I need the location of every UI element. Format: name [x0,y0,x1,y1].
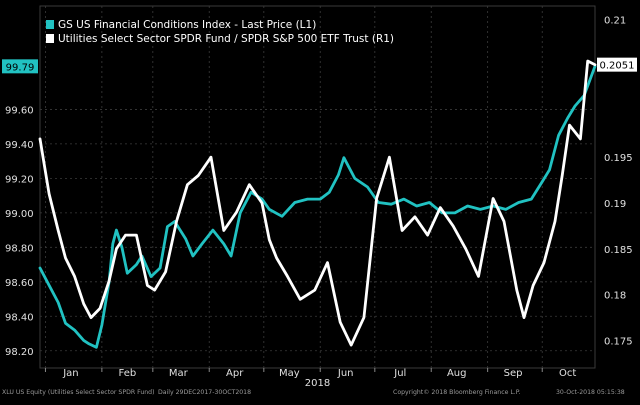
legend-label-r1: Utilities Select Sector SPDR Fund / SPDR… [58,33,395,45]
x-month-label: Aug [447,368,467,379]
y-right-tick-label: 0.175 [604,337,633,348]
legend-swatch-l1 [46,20,54,29]
y-left-tick-label: 98.40 [5,312,34,323]
x-month-label: Apr [226,368,244,379]
x-month-label: Feb [118,368,136,379]
footer-date-range: Daily 29DEC2017-30OCT2018 [158,389,252,396]
last-value-box-l1 [2,59,38,74]
footer-timestamp: 30-Oct-2018 05:15:38 [556,389,625,396]
plot-frame [39,5,596,369]
x-month-label: Sep [504,368,523,379]
y-right-tick-label: 0.195 [604,153,633,164]
legend-label-l1: GS US Financial Conditions Index - Last … [58,19,317,31]
last-value-box-r1 [597,57,637,72]
y-left-tick-label: 99.00 [5,209,34,220]
last-value-label-l1: 99.79 [6,62,35,73]
y-right-tick-label: 0.21 [604,16,626,27]
x-year-label: 2018 [305,378,330,389]
last-value-label-r1: 0.2051 [600,61,635,72]
x-month-label: Jan [62,368,78,379]
y-left-tick-label: 99.20 [5,174,34,185]
footer-security: XLU US Equity (Utilities Select Sector S… [2,389,155,396]
y-right-tick-label: 0.18 [604,291,626,302]
y-right-tick-label: 0.185 [604,245,633,256]
y-left-tick-label: 99.60 [5,105,34,116]
x-month-label: May [279,368,300,379]
y-left-tick-label: 98.20 [5,347,34,358]
x-month-label: Jun [337,368,354,379]
series-line-r1 [38,59,597,347]
x-month-label: Oct [559,368,576,379]
footer-copyright: Copyright© 2018 Bloomberg Finance L.P. [393,389,521,396]
y-right-tick-label: 0.19 [604,199,626,210]
y-left-tick-label: 98.60 [5,278,34,289]
legend-swatch-r1 [46,34,54,43]
y-left-tick-label: 99.40 [5,140,34,151]
y-left-tick-label: 98.80 [5,243,34,254]
x-month-label: Jul [393,368,406,379]
x-month-label: Mar [169,368,189,379]
